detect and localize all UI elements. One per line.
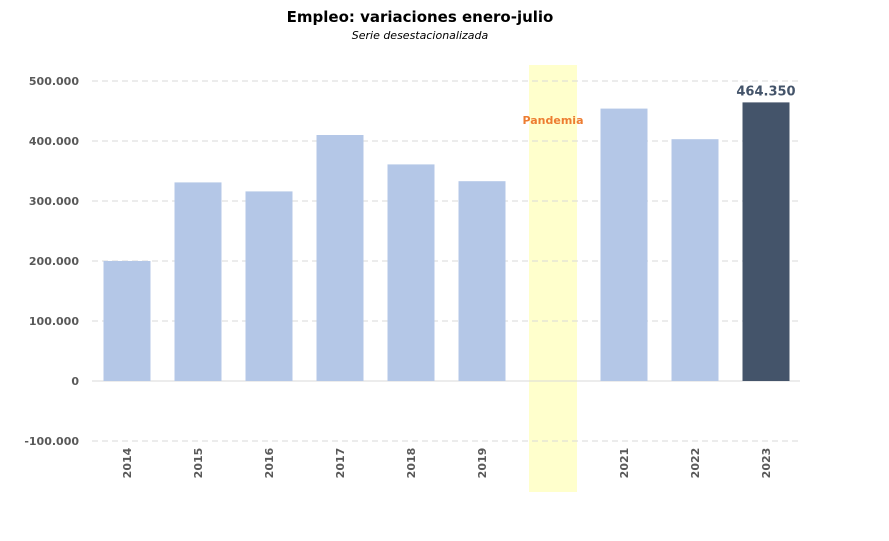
chart-subtitle: Serie desestacionalizada [351,29,489,42]
bar-2014 [103,261,151,381]
x-tick-label: 2018 [405,448,418,479]
x-tick-label: 2019 [476,448,489,479]
pandemia-label: Pandemia [522,114,583,127]
bar-2016 [245,191,293,381]
y-tick-label: -100.000 [24,435,79,448]
x-tick-label: 2014 [121,447,134,478]
bar-2021 [600,108,648,381]
bar-2015 [174,182,222,381]
x-tick-label: 2017 [334,448,347,479]
y-tick-label: 300.000 [29,195,79,208]
bar-2019 [458,181,506,381]
y-tick-label: 200.000 [29,255,79,268]
bar-2017 [316,135,364,381]
y-tick-label: 100.000 [29,315,79,328]
bar-2023 [742,102,790,381]
pandemia-band [529,65,577,492]
bar-2022 [671,139,719,381]
chart-title: Empleo: variaciones enero-julio [286,8,554,26]
y-tick-label: 0 [71,375,79,388]
x-tick-label: 2021 [618,448,631,479]
x-tick-label: 2016 [263,447,276,478]
y-tick-label: 500.000 [29,75,79,88]
bar-2018 [387,164,435,381]
x-tick-label: 2015 [192,448,205,479]
y-tick-label: 400.000 [29,135,79,148]
x-tick-label: 2022 [689,448,702,479]
data-label-2023: 464.350 [736,84,795,99]
x-tick-label: 2023 [760,448,773,479]
